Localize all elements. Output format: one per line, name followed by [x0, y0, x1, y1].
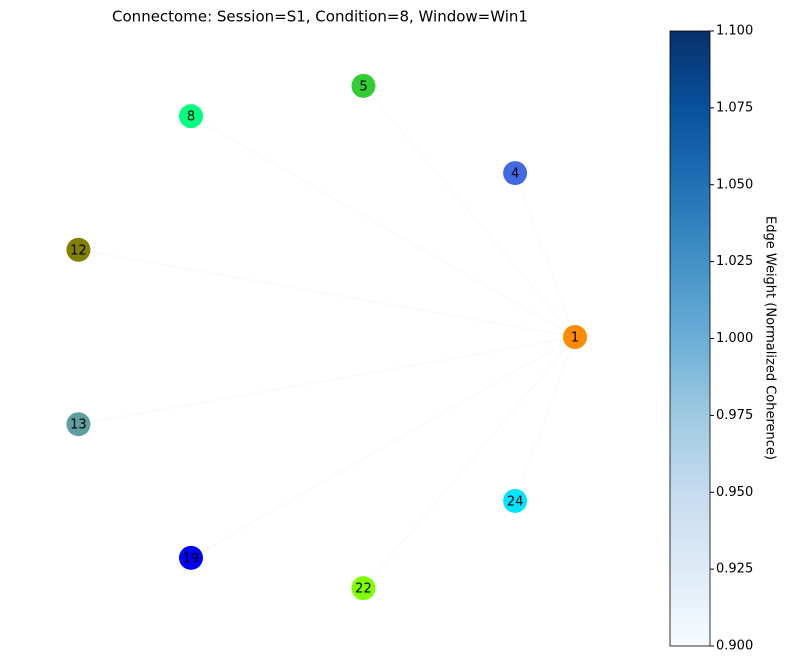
colorbar-tick-label: 0.950 — [716, 485, 753, 500]
edge — [362, 85, 576, 338]
node — [179, 104, 203, 129]
edge — [78, 336, 576, 426]
node-label: 8 — [187, 110, 195, 125]
colorbar-tick-label: 1.050 — [716, 177, 753, 192]
colorbar-tick-label: 1.100 — [716, 24, 753, 39]
node — [503, 161, 528, 186]
node-label: 4 — [511, 167, 519, 182]
node — [66, 237, 91, 262]
nodes: 1 4 5 8 12 13 19 22 24 — [66, 73, 587, 601]
node-label: 1 — [571, 331, 579, 346]
node — [503, 488, 528, 513]
edge — [514, 336, 576, 502]
node — [66, 412, 91, 437]
edge — [190, 336, 576, 559]
colorbar-tick-label: 1.075 — [716, 100, 753, 115]
edge — [190, 115, 576, 338]
node-label: 22 — [355, 582, 372, 597]
node-label: 13 — [70, 418, 87, 433]
edges — [78, 85, 576, 589]
chart-title: Connectome: Session=S1, Condition=8, Win… — [112, 8, 528, 26]
colorbar-label: Edge Weight (Normalized Coherence) — [763, 216, 778, 460]
node-label: 5 — [359, 79, 367, 94]
node-label: 19 — [183, 551, 200, 566]
node — [563, 325, 587, 349]
node — [351, 73, 376, 98]
colorbar-tick-label: 0.900 — [716, 639, 753, 654]
colorbar-tick-label: 1.025 — [716, 254, 753, 269]
edge — [514, 172, 576, 338]
edge — [78, 248, 576, 338]
node — [179, 545, 203, 570]
colorbar-tick-label: 0.975 — [716, 408, 753, 423]
colorbar — [669, 30, 711, 647]
node-label: 24 — [507, 494, 524, 509]
node — [351, 576, 376, 601]
node-label: 12 — [70, 243, 87, 258]
colorbar-tick-label: 0.925 — [716, 562, 753, 577]
edge — [362, 336, 576, 589]
colorbar-tick-label: 1.000 — [716, 331, 753, 346]
